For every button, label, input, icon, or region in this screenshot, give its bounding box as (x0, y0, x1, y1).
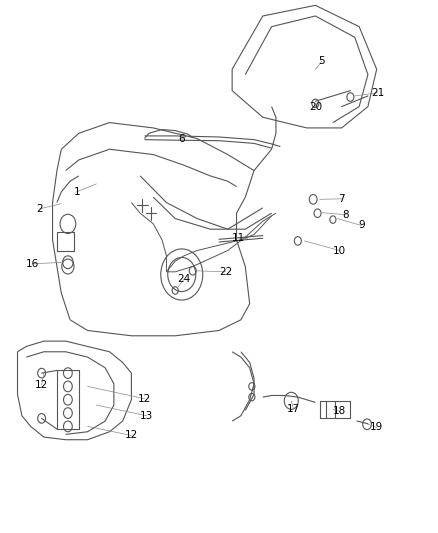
Text: 9: 9 (358, 221, 365, 230)
Text: 1: 1 (73, 187, 80, 197)
Text: 20: 20 (309, 102, 322, 111)
Text: 19: 19 (370, 423, 383, 432)
Text: 21: 21 (371, 88, 384, 98)
Text: 6: 6 (178, 134, 185, 143)
Text: 7: 7 (338, 194, 345, 204)
Text: 24: 24 (177, 274, 191, 284)
Text: 5: 5 (318, 56, 325, 66)
Text: 11: 11 (232, 233, 245, 243)
Text: 8: 8 (343, 210, 350, 220)
Text: 17: 17 (287, 404, 300, 414)
Text: 10: 10 (333, 246, 346, 255)
Text: 12: 12 (125, 431, 138, 440)
Text: 13: 13 (140, 411, 153, 421)
Text: 16: 16 (26, 259, 39, 269)
Text: 18: 18 (333, 407, 346, 416)
Text: 12: 12 (35, 380, 48, 390)
Text: 22: 22 (219, 267, 232, 277)
Text: 2: 2 (36, 204, 43, 214)
Text: 12: 12 (138, 394, 151, 403)
